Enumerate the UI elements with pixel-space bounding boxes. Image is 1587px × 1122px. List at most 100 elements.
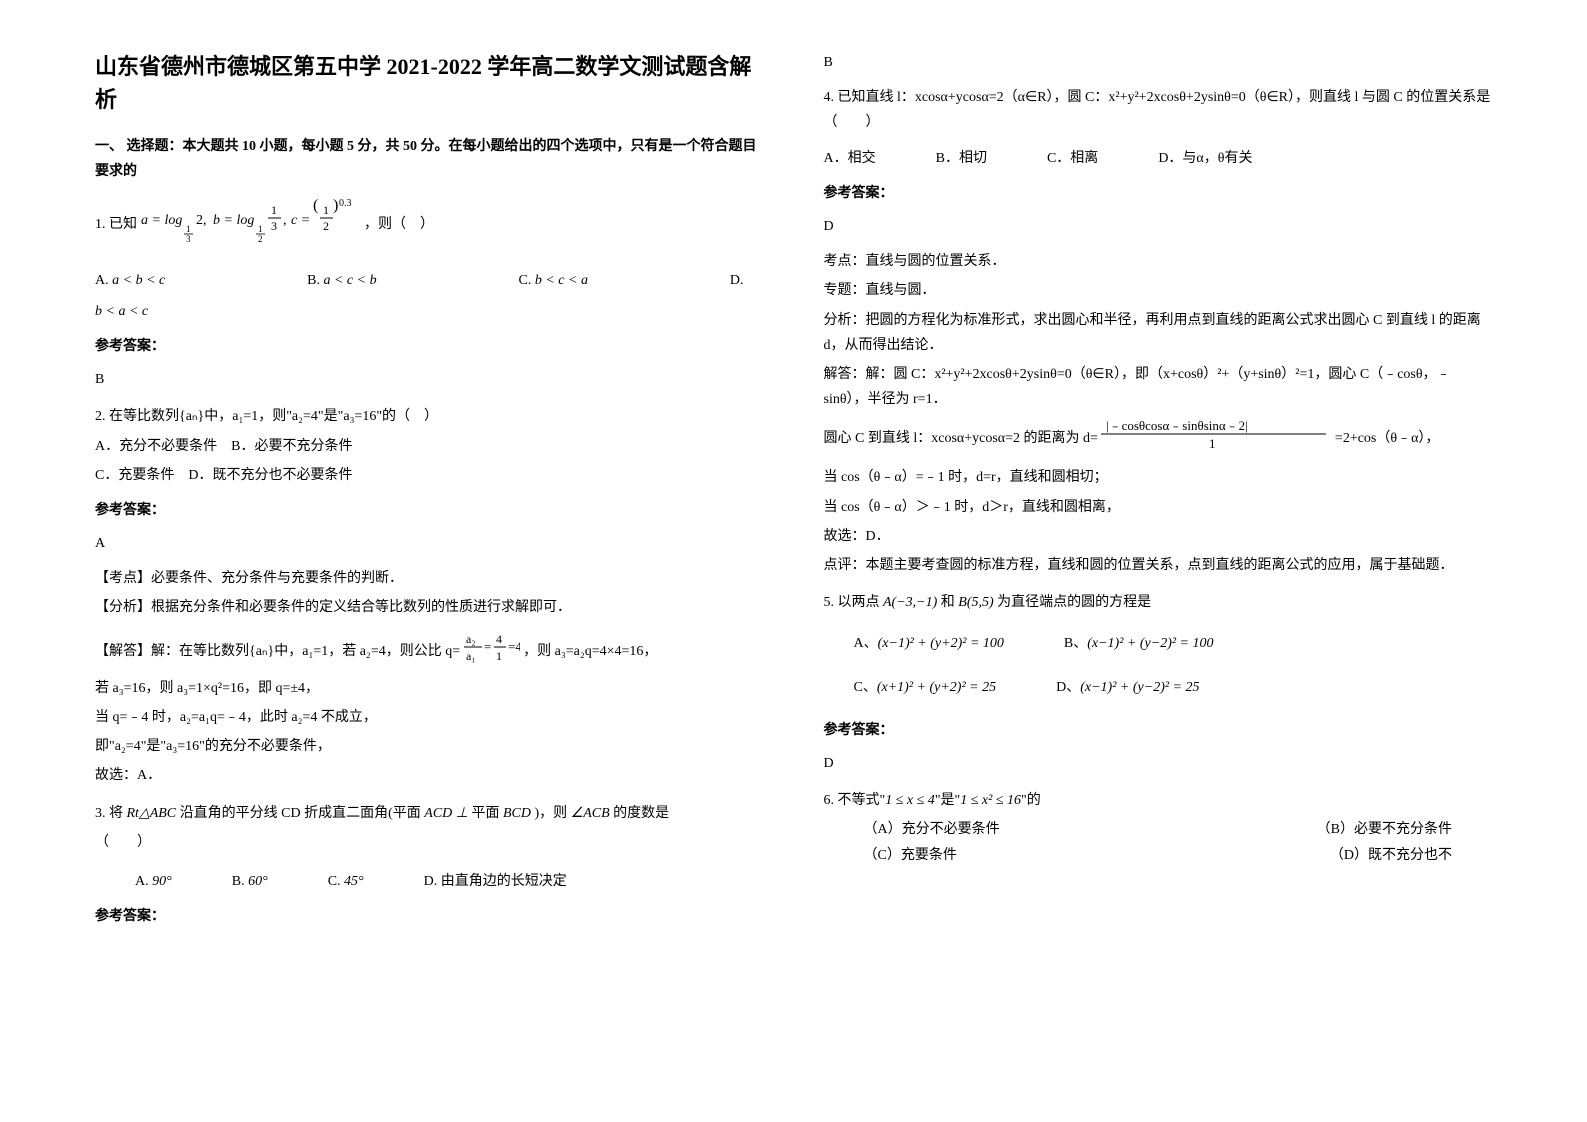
q4-ans-label: 参考答案： <box>824 181 1493 206</box>
q5-optB-lbl: B、 <box>1064 636 1087 651</box>
q1-opt-a: A. a < b < c <box>95 268 165 293</box>
q3-optB: B. 60° <box>232 869 268 894</box>
q2-exp5: 当 q=﹣4 时，a₂=a₁q=﹣4，此时 a₂=4 不成立， <box>95 705 764 730</box>
svg-text:1: 1 <box>271 203 277 217</box>
q3-ans: B <box>824 50 1493 75</box>
q4-optD: D．与α，θ有关 <box>1158 146 1252 171</box>
q1-formula-image: a = log 1 3 2, b = log 1 2 1 3 , c = ( 1 <box>141 196 361 253</box>
q6-stem-a: 6. 不等式" <box>824 793 886 808</box>
q1-optB-math: a < c < b <box>323 273 376 288</box>
svg-text:0.3: 0.3 <box>339 198 352 209</box>
q3-optA-lbl: A. <box>135 874 152 889</box>
svg-text:c =: c = <box>291 213 310 228</box>
q5-ans-label: 参考答案： <box>824 718 1493 743</box>
question-6: 6. 不等式"1 ≤ x ≤ 4"是"1 ≤ x² ≤ 16"的 （A）充分不必… <box>824 788 1493 868</box>
q4-l5b: =2+cos（θ﹣α）， <box>1335 431 1440 446</box>
q5-optC-lbl: C、 <box>854 680 877 695</box>
q5-optA-f: (x−1)² + (y+2)² = 100 <box>878 636 1004 651</box>
q5-Bpt: B(5,5) <box>958 595 993 610</box>
question-2: 2. 在等比数列{aₙ}中，a₁=1，则"a₂=4"是"a₃=16"的（ ） A… <box>95 404 764 788</box>
q1-optC-math: b < c < a <box>535 273 588 288</box>
q2-ans-label: 参考答案： <box>95 498 764 523</box>
q2-exp3a: 【解答】解：在等比数列{aₙ}中，a₁=1，若 a₂=4，则公比 q= <box>95 643 460 658</box>
svg-text:4: 4 <box>496 632 502 646</box>
question-3: 3. 将 Rt△ABC 沿直角的平分线 CD 折成直二面角(平面 ACD ⊥ 平… <box>95 801 764 930</box>
q5-optB: B、(x−1)² + (y−2)² = 100 <box>1064 631 1214 656</box>
q3-stem-a: 3. 将 <box>95 806 127 821</box>
q2-frac: a₂ a₁ = 4 1 =4 <box>464 631 520 672</box>
svg-text:,: , <box>283 213 287 228</box>
q3-stem-e: 的度数是 <box>610 806 670 821</box>
q3-optC-lbl: C. <box>328 874 344 889</box>
question-5: 5. 以两点 A(−3,−1) 和 B(5,5) 为直径端点的圆的方程是 A、(… <box>824 590 1493 776</box>
svg-text:a₁: a₁ <box>466 649 476 663</box>
q5-optC: C、(x+1)² + (y+2)² = 25 <box>854 675 997 700</box>
q6-stem-c: "的 <box>1021 793 1041 808</box>
svg-text:): ) <box>333 197 338 214</box>
q6-stem-b: "是" <box>935 793 960 808</box>
q4-frac: |﹣cosθcosα﹣sinθsinα﹣2| 1 <box>1101 416 1331 461</box>
q1-suffix: ，则（ ） <box>364 217 434 232</box>
section-1-head: 一、 选择题：本大题共 10 小题，每小题 5 分，共 50 分。在每小题给出的… <box>95 134 764 184</box>
q2-ans: A <box>95 531 764 556</box>
q4-l9: 点评：本题主要考查圆的标准方程，直线和圆的位置关系，点到直线的距离公式的应用，属… <box>824 553 1493 578</box>
svg-text:=: = <box>484 639 491 654</box>
q1-prefix: 1. 已知 <box>95 217 137 232</box>
q1-opt-d: D. <box>730 268 744 293</box>
q3-paren: （ ） <box>95 830 764 855</box>
q2-stem: 2. 在等比数列{aₙ}中，a₁=1，则"a₂=4"是"a₃=16"的（ ） <box>95 404 764 429</box>
right-column: B 4. 已知直线 l：xcosα+ycosα=2（α∈R），圆 C：x²+y²… <box>824 50 1493 1072</box>
q4-l4: 解答：解：圆 C：x²+y²+2xcosθ+2ysinθ=0（θ∈R），即（x+… <box>824 362 1493 412</box>
q5-optC-f: (x+1)² + (y+2)² = 25 <box>877 680 996 695</box>
q5-optD: D、(x−1)² + (y−2)² = 25 <box>1056 675 1199 700</box>
q1-opt-c: C. b < c < a <box>519 268 588 293</box>
q4-l1: 考点：直线与圆的位置关系． <box>824 249 1493 274</box>
q4-l7: 当 cos（θ﹣α）＞﹣1 时，d＞r，直线和圆相离， <box>824 495 1493 520</box>
q5-optD-lbl: D、 <box>1056 680 1080 695</box>
svg-text:2: 2 <box>323 219 329 233</box>
q1-optD-label: D. <box>730 273 744 288</box>
q3-optC: C. 45° <box>328 869 364 894</box>
q3-rtabc: Rt△ABC <box>127 806 177 821</box>
q6-optA: （A）充分不必要条件 <box>864 817 1000 842</box>
question-1: 1. 已知 a = log 1 3 2, b = log 1 2 1 3 , <box>95 196 764 392</box>
q3-optC-v: 45° <box>344 874 364 889</box>
svg-text:a₂: a₂ <box>466 632 476 646</box>
svg-text:=4: =4 <box>508 639 520 654</box>
q1-optB-label: B. <box>307 273 320 288</box>
q1-opt-b: B. a < c < b <box>307 268 376 293</box>
q6-optD: （D）既不充分也不 <box>1330 843 1452 868</box>
q6-optB: （B）必要不充分条件 <box>1317 817 1452 842</box>
q2-opts-cd: C．充要条件 D．既不充分也不必要条件 <box>95 463 764 488</box>
q1-optC-label: C. <box>519 273 532 288</box>
svg-text:3: 3 <box>271 219 277 233</box>
svg-text:1: 1 <box>323 203 329 217</box>
q3-bcd: BCD <box>503 806 531 821</box>
q2-opts-ab: A．充分不必要条件 B．必要不充分条件 <box>95 434 764 459</box>
q5-stem-b: 和 <box>937 595 958 610</box>
doc-title: 山东省德州市德城区第五中学 2021-2022 学年高二数学文测试题含解析 <box>95 50 764 116</box>
q4-optC: C．相离 <box>1047 146 1098 171</box>
q4-ans: D <box>824 214 1493 239</box>
q2-exp3b: ，则 a₃=a₂q=4×4=16， <box>523 643 657 658</box>
q1-ans-label: 参考答案： <box>95 334 764 359</box>
svg-text:b = log: b = log <box>213 213 254 228</box>
svg-text:(: ( <box>313 197 318 214</box>
q1-optA-label: A. <box>95 273 109 288</box>
q4-stem: 4. 已知直线 l：xcosα+ycosα=2（α∈R），圆 C：x²+y²+2… <box>824 85 1493 135</box>
q3-optB-lbl: B. <box>232 874 248 889</box>
q3-optD: D. 由直角边的长短决定 <box>424 869 567 894</box>
q2-exp2: 【分析】根据充分条件和必要条件的定义结合等比数列的性质进行求解即可． <box>95 595 764 620</box>
q3-stem-d: )，则 <box>531 806 571 821</box>
q5-stem-c: 为直径端点的圆的方程是 <box>994 595 1152 610</box>
svg-text:a = log: a = log <box>141 213 182 228</box>
svg-text:1: 1 <box>186 224 191 234</box>
q3-optA: A. 90° <box>135 869 172 894</box>
q4-l8: 故选：D． <box>824 524 1493 549</box>
q1-ans: B <box>95 367 764 392</box>
q6-ineq2: 1 ≤ x² ≤ 16 <box>960 793 1021 808</box>
q1-optA-math: a < b < c <box>112 273 165 288</box>
q2-exp6: 即"a₂=4"是"a₃=16"的充分不必要条件， <box>95 734 764 759</box>
q5-Apt: A(−3,−1) <box>883 595 937 610</box>
q4-l6: 当 cos（θ﹣α）=﹣1 时，d=r，直线和圆相切； <box>824 465 1493 490</box>
